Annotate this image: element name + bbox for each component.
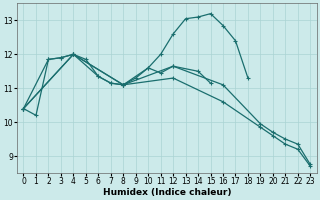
X-axis label: Humidex (Indice chaleur): Humidex (Indice chaleur): [103, 188, 231, 197]
